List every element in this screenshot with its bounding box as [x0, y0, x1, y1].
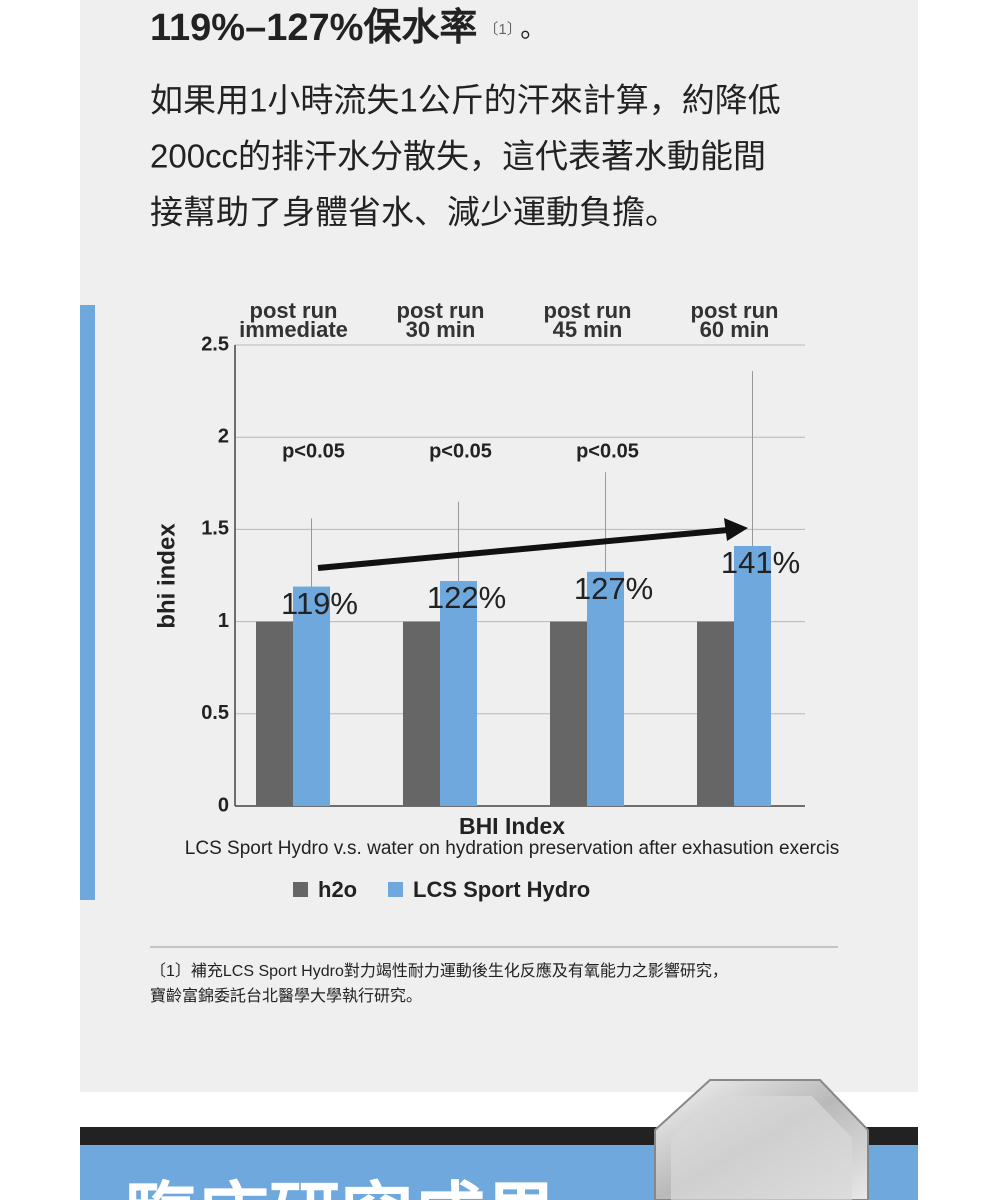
headline-text: 119%–127%保水率	[150, 7, 477, 49]
category-label: 60 min	[700, 317, 770, 342]
bar	[697, 621, 734, 806]
paragraph: 如果用1小時流失1公斤的汗來計算，約降低 200cc的排汗水分散失，這代表著水動能…	[150, 82, 781, 231]
bar	[550, 621, 587, 806]
category-label: immediate	[239, 317, 348, 342]
footnote: 〔1〕補充LCS Sport Hydro對力竭性耐力運動後生化反應及有氧能力之影…	[150, 961, 728, 1005]
significance-label: p<0.05	[429, 440, 492, 462]
significance-label: p<0.05	[282, 440, 345, 462]
value-label: 127%	[574, 571, 653, 606]
value-label: 122%	[427, 580, 506, 615]
headline: 119%–127%保水率 〔1〕。	[150, 7, 546, 49]
category-label: 45 min	[553, 317, 623, 342]
value-label: 119%	[281, 586, 358, 621]
headline-ref: 〔1〕	[483, 21, 514, 38]
banner-title: 臨床研究成果	[125, 1177, 557, 1200]
chart-subtitle: LCS Sport Hydro v.s. water on hydration …	[185, 838, 839, 859]
y-tick-label: 2.5	[201, 333, 229, 355]
footnote-line: 寶齡富錦委託台北醫學大學執行研究。	[150, 986, 422, 1005]
legend-swatch	[388, 882, 403, 897]
value-label: 141%	[721, 545, 800, 580]
category-label: post run	[544, 298, 632, 323]
paragraph-line: 200cc的排汗水分散失，這代表著水動能間	[150, 138, 766, 175]
trend-arrow	[317, 518, 748, 571]
bar	[293, 586, 330, 806]
trend-arrow-shaft	[317, 527, 729, 571]
legend-label: h2o	[318, 877, 357, 902]
trend-arrow-head	[724, 518, 748, 541]
category-label: 30 min	[406, 317, 476, 342]
headline-period: 。	[520, 13, 546, 43]
category-label: post run	[691, 298, 779, 323]
y-axis-title: bhi index	[153, 523, 180, 629]
legend-label: LCS Sport Hydro	[413, 877, 590, 902]
y-tick-label: 2	[218, 425, 229, 447]
bar	[256, 621, 293, 806]
y-tick-label: 0.5	[201, 702, 229, 724]
bar	[587, 571, 624, 806]
legend-swatch	[293, 882, 308, 897]
plaque-face	[671, 1096, 852, 1200]
bar	[403, 621, 440, 806]
paragraph-line: 接幫助了身體省水、減少運動負擔。	[150, 194, 678, 231]
paragraph-line: 如果用1小時流失1公斤的汗來計算，約降低	[150, 82, 781, 119]
category-label: post run	[397, 298, 485, 323]
footnote-line: 〔1〕補充LCS Sport Hydro對力竭性耐力運動後生化反應及有氧能力之影…	[150, 961, 728, 980]
significance-label: p<0.05	[576, 440, 639, 462]
y-tick-label: 1	[218, 610, 229, 632]
category-label: post run	[250, 298, 338, 323]
y-tick-label: 1.5	[201, 518, 229, 540]
y-tick-label: 0	[218, 794, 229, 816]
x-axis-title: BHI Index	[459, 813, 565, 839]
bar	[440, 581, 477, 806]
bar	[734, 545, 771, 806]
content-panel	[80, 0, 918, 1092]
side-accent	[80, 305, 95, 900]
